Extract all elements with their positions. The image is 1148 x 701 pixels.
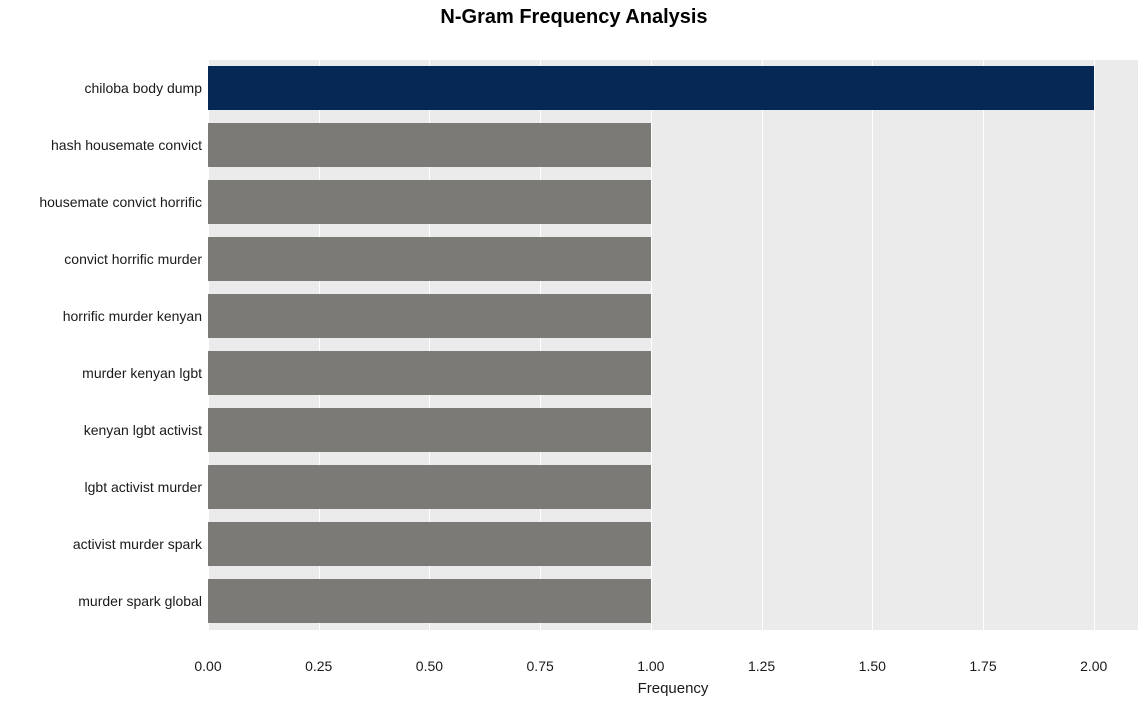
y-tick-label: lgbt activist murder bbox=[85, 479, 208, 495]
x-tick-label: 0.25 bbox=[305, 640, 332, 674]
bar bbox=[208, 351, 651, 395]
bar bbox=[208, 408, 651, 452]
gridline bbox=[872, 60, 873, 630]
x-tick-label: 1.50 bbox=[859, 640, 886, 674]
chart-title: N-Gram Frequency Analysis bbox=[0, 6, 1148, 29]
y-tick-label: hash housemate convict bbox=[51, 137, 208, 153]
y-tick-label: activist murder spark bbox=[73, 536, 208, 552]
x-axis-title: Frequency bbox=[208, 680, 1138, 697]
bar bbox=[208, 237, 651, 281]
bar bbox=[208, 465, 651, 509]
y-tick-label: convict horrific murder bbox=[64, 251, 208, 267]
bar bbox=[208, 180, 651, 224]
bar bbox=[208, 579, 651, 623]
gridline bbox=[651, 60, 652, 630]
bar bbox=[208, 294, 651, 338]
y-tick-label: horrific murder kenyan bbox=[63, 308, 208, 324]
x-tick-label: 2.00 bbox=[1080, 640, 1107, 674]
gridline bbox=[762, 60, 763, 630]
plot-area: Frequency 0.000.250.500.751.001.251.501.… bbox=[208, 36, 1138, 640]
bar bbox=[208, 123, 651, 167]
x-tick-label: 1.25 bbox=[748, 640, 775, 674]
y-tick-label: murder kenyan lgbt bbox=[82, 365, 208, 381]
x-tick-label: 1.00 bbox=[637, 640, 664, 674]
y-tick-label: chiloba body dump bbox=[84, 80, 208, 96]
x-tick-label: 0.00 bbox=[194, 640, 221, 674]
bar bbox=[208, 66, 1094, 110]
y-tick-label: housemate convict horrific bbox=[39, 194, 208, 210]
x-tick-label: 0.50 bbox=[416, 640, 443, 674]
x-tick-label: 0.75 bbox=[527, 640, 554, 674]
bar bbox=[208, 522, 651, 566]
ngram-frequency-chart: N-Gram Frequency Analysis Frequency 0.00… bbox=[0, 0, 1148, 701]
x-tick-label: 1.75 bbox=[969, 640, 996, 674]
y-tick-label: murder spark global bbox=[78, 593, 208, 609]
gridline bbox=[1094, 60, 1095, 630]
gridline bbox=[983, 60, 984, 630]
y-tick-label: kenyan lgbt activist bbox=[84, 422, 208, 438]
